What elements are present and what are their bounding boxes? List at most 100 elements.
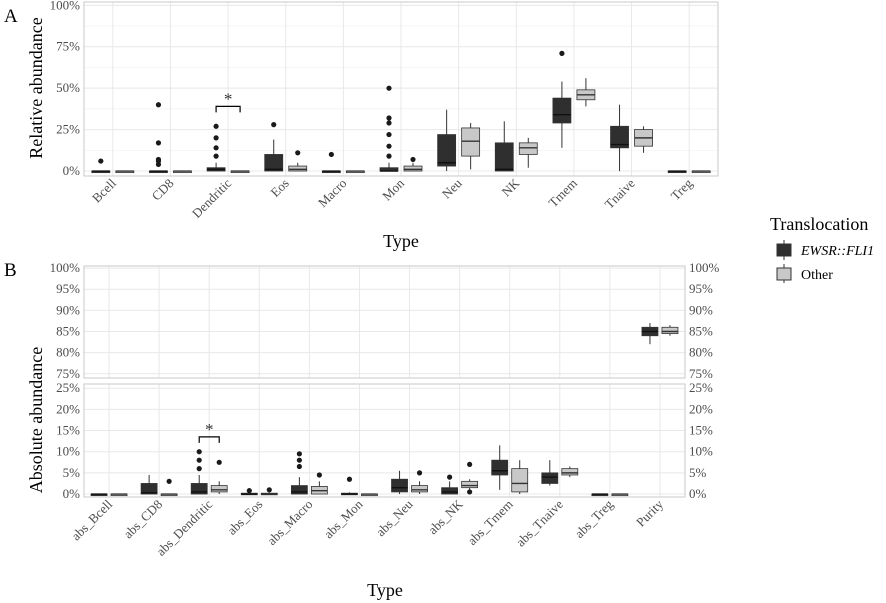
panel-b-abs-nk-other-outlier [467, 461, 473, 468]
panel-b-abs-nk-other-box [461, 480, 479, 489]
panel-b-facet-2-ytick-label-right: 20% [689, 401, 713, 416]
panel-b-significance-bracket [198, 436, 220, 443]
panel-a-mon-other-box [403, 165, 423, 172]
panel-a-ytick-label: 25% [56, 122, 80, 137]
panel-b-facet-1-ytick-label-left: 75% [56, 366, 80, 381]
panel-b-facet-2-ytick-label-left: 20% [56, 401, 80, 416]
panel-b-xtick-label: abs_Treg [572, 496, 617, 541]
panel-b-facet-2-ytick-label-left: 0% [63, 486, 81, 501]
panel-b-xtick-label: abs_Eos [224, 497, 265, 538]
panel-b-facet-1-ytick-label-right: 75% [689, 366, 713, 381]
panel-a-macro-ewsr-outlier [328, 151, 334, 158]
panel-b-abs-tmem-ewsr-box [491, 459, 509, 476]
legend-key-other [776, 264, 792, 283]
panel-b-facet-1-ytick-label-right: 100% [689, 260, 720, 275]
panel-b-facet-2-ytick-label-left: 10% [56, 444, 80, 459]
panel-b-abs-macro-ewsr-outlier [296, 463, 302, 470]
legend-label-other: Other [801, 268, 833, 283]
panel-b-abs-neu-other-outlier [416, 470, 423, 476]
panel-b-facet-1-ytick-label-left: 85% [56, 324, 80, 339]
panel-b-xtick-label: abs_Bcell [68, 496, 115, 543]
panel-a-dendritic-ewsr-outlier [213, 135, 219, 141]
panel-a-eos-ewsr-outlier [271, 122, 277, 128]
panel-b-abs-tmem-other-box [511, 468, 529, 493]
panel-b-xtick-label: abs_Tnaive [513, 496, 566, 549]
panel-a-ytick-label: 50% [56, 80, 80, 95]
panel-a-xtick-label: CD8 [149, 176, 177, 204]
panel-b-abs-eos-ewsr-outlier [246, 488, 252, 494]
panel-a-nk-ewsr-box [494, 142, 514, 172]
panel-b-facet-2-ytick-label-right: 5% [689, 465, 707, 480]
panel-a-ylabel: Relative abundance [26, 17, 46, 158]
panel-b-xtick-label: abs_NK [425, 496, 466, 537]
panel-b-xtick-label: Purity [633, 496, 666, 529]
panel-b-facet-1-ytick-label-right: 95% [689, 281, 713, 296]
panel-b-abs-macro-ewsr-outlier [296, 457, 302, 463]
panel-b-facet-2-ytick-label-right: 15% [689, 423, 713, 438]
legend-label-ewsr: EWSR::FLI1 [800, 244, 874, 259]
panel-b-facet-1-ytick-label-right: 90% [689, 302, 713, 317]
panel-a-cd8-ewsr-outlier [155, 140, 162, 146]
panel-b-significance-label: * [205, 420, 214, 439]
panel-a-significance-label: * [224, 89, 233, 108]
panel-b-abs-mon-ewsr-outlier [346, 476, 353, 482]
panel-b-letter: B [4, 260, 17, 281]
panel-a-cd8-ewsr-outlier [155, 102, 162, 108]
panel-b-abs-nk-other-outlier [467, 489, 473, 495]
panel-a-nk-other-box [518, 142, 538, 155]
panel-b-abs-macro-other-outlier [316, 472, 322, 478]
panel-b-facet-2-background [84, 384, 685, 497]
panel-b-ylabel: Absolute abundance [26, 347, 46, 493]
panel-b-xtick-label: abs_Tmem [464, 497, 515, 548]
panel-b-abs-dendritic-ewsr-box [190, 483, 208, 495]
panel-b-facet-1-ytick-label-right: 85% [689, 324, 713, 339]
panel-b-abs-dendritic-other-outlier [216, 459, 222, 465]
panel-b-abs-neu-ewsr-box [391, 478, 408, 493]
panel-a-neu-ewsr-box [437, 134, 457, 167]
panel-b-xtick-label: abs_Neu [373, 496, 416, 539]
panel-a-xtick-label: Neu [439, 175, 465, 201]
panel-a-ytick-label: 75% [56, 39, 80, 54]
panel-a-mon-ewsr-outlier [386, 85, 392, 91]
panel-a-dendritic-ewsr-outlier [213, 145, 219, 151]
panel-b-facet-1-ytick-label-left: 95% [56, 281, 80, 296]
panel-b-abs-neu-other-box [411, 485, 428, 493]
panel-b-facet-2-ytick-label-left: 15% [56, 423, 80, 438]
legend: Translocation EWSR::FLI1 Other [770, 214, 874, 283]
panel-a-xtick-label: Treg [668, 175, 696, 203]
panel-a-tmem-ewsr-outlier [559, 50, 565, 56]
panel-b-abs-macro-ewsr-box [290, 485, 308, 495]
panel-a-mon-ewsr-outlier [386, 115, 392, 121]
panel-a-tmem-ewsr-box [552, 97, 572, 124]
panel-a-bcell-ewsr-outlier [98, 158, 104, 164]
panel-b-abs-macro-ewsr-outlier [296, 451, 302, 457]
panel-a-mon-other-outlier [410, 156, 416, 163]
panel-a-xtick-label: Macro [315, 176, 350, 211]
panel-a-cd8-ewsr-outlier [155, 156, 162, 163]
panel-a-xtick-label: Eos [267, 176, 291, 200]
panel-b-facet-1-background [84, 266, 685, 378]
panel-b-purity-other-box [661, 326, 679, 335]
panel-a-eos-ewsr-box [264, 154, 284, 172]
panel-a-eos-other-outlier [295, 150, 301, 156]
panel-b-abs-tnaive-other-box [561, 468, 579, 476]
panel-b-abs-dendritic-ewsr-outlier [196, 466, 202, 472]
panel-b-facet-2-ytick-label-right: 25% [689, 380, 713, 395]
panel-b-facet-2-ytick-label-left: 5% [63, 465, 81, 480]
panel-b-facet-2-ytick-label-right: 0% [689, 486, 707, 501]
panel-b-facet-1-border [83, 265, 686, 379]
panel-a-xtick-label: Bcell [89, 175, 119, 205]
panel-b-facet-2-ytick-label-left: 25% [56, 380, 80, 395]
panel-b-abs-cd8-ewsr-box [140, 483, 158, 495]
panel-a-mon-ewsr-outlier [386, 143, 392, 149]
panel-b-facet-2-border [83, 383, 686, 498]
panel-b-abs-dendritic-ewsr-outlier [196, 457, 202, 463]
legend-key-ewsr [776, 240, 792, 260]
panel-b-plot: 75% 75% 80% 80% 85% 85% 90% 90% 95% 95% 100% 100% 0%… [50, 260, 720, 559]
panel-b-abs-dendritic-ewsr-outlier [196, 449, 202, 455]
panel-a-border [83, 1, 719, 177]
panel-a-xtick-label: Dendritic [189, 175, 234, 220]
panel-a-mon-ewsr-outlier [386, 131, 392, 138]
panel-b-abs-nk-ewsr-outlier [447, 474, 453, 480]
panel-b-abs-eos-other-outlier [266, 487, 272, 493]
